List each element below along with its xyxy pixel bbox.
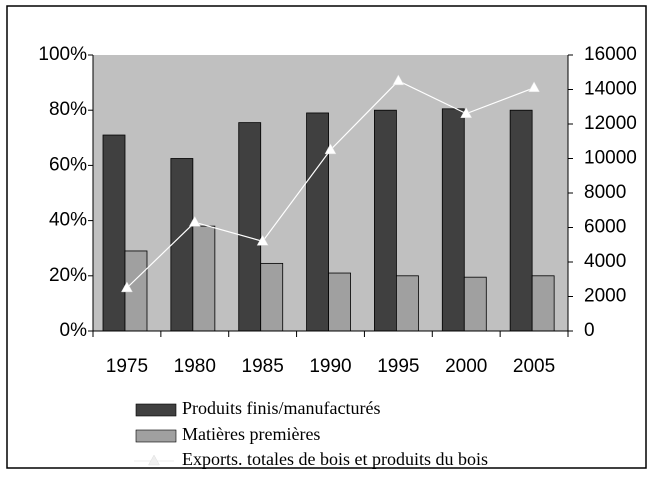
legend-label: Matières premières: [182, 424, 320, 444]
y2-tick-label: 16000: [584, 44, 637, 65]
line-marker: [460, 107, 473, 118]
x-tick-label: 1985: [242, 356, 284, 377]
bar: [238, 122, 262, 332]
bar: [328, 272, 351, 332]
y-tick-label: 80%: [49, 99, 87, 120]
bar: [463, 276, 487, 332]
line-marker: [324, 143, 337, 155]
x-tick-label: 1975: [106, 356, 148, 377]
bar: [102, 134, 126, 332]
legend-label: Produits finis/manufacturés: [182, 398, 380, 418]
y2-tick-label: 8000: [584, 182, 626, 203]
y-tick-label: 60%: [49, 154, 87, 175]
bar: [306, 112, 329, 332]
legend-label: Exports. totales de bois et produits du …: [182, 449, 488, 469]
y2-tick-label: 2000: [584, 286, 626, 307]
bar: [374, 109, 397, 332]
bar: [260, 262, 284, 332]
y-tick-label: 40%: [49, 210, 87, 231]
line-marker: [188, 215, 201, 227]
y2-tick-label: 0: [584, 320, 595, 341]
bar: [509, 109, 533, 332]
x-tick-label: 1990: [309, 356, 351, 377]
y2-tick-label: 6000: [584, 217, 626, 238]
legend-marker: [148, 454, 160, 466]
bar: [192, 225, 216, 332]
y2-tick-label: 4000: [584, 251, 626, 272]
y2-tick-label: 14000: [584, 79, 637, 100]
y-tick-label: 100%: [38, 44, 87, 65]
line-marker: [528, 81, 540, 93]
line-marker: [121, 281, 133, 293]
bar: [170, 158, 194, 332]
y-tick-label: 20%: [49, 265, 87, 286]
x-tick-label: 1995: [377, 356, 419, 377]
y2-tick-label: 10000: [584, 148, 637, 169]
line-marker: [392, 74, 405, 86]
line-marker: [256, 234, 269, 246]
x-tick-label: 2005: [513, 356, 555, 377]
bar: [396, 275, 419, 332]
bar: [531, 275, 555, 332]
legend-swatch: [135, 429, 177, 443]
x-tick-label: 1980: [174, 356, 216, 377]
y-tick-label: 0%: [60, 320, 88, 341]
legend-swatch: [135, 403, 177, 417]
x-tick-label: 2000: [445, 356, 487, 377]
y2-tick-label: 12000: [584, 113, 637, 134]
bar: [441, 108, 465, 332]
